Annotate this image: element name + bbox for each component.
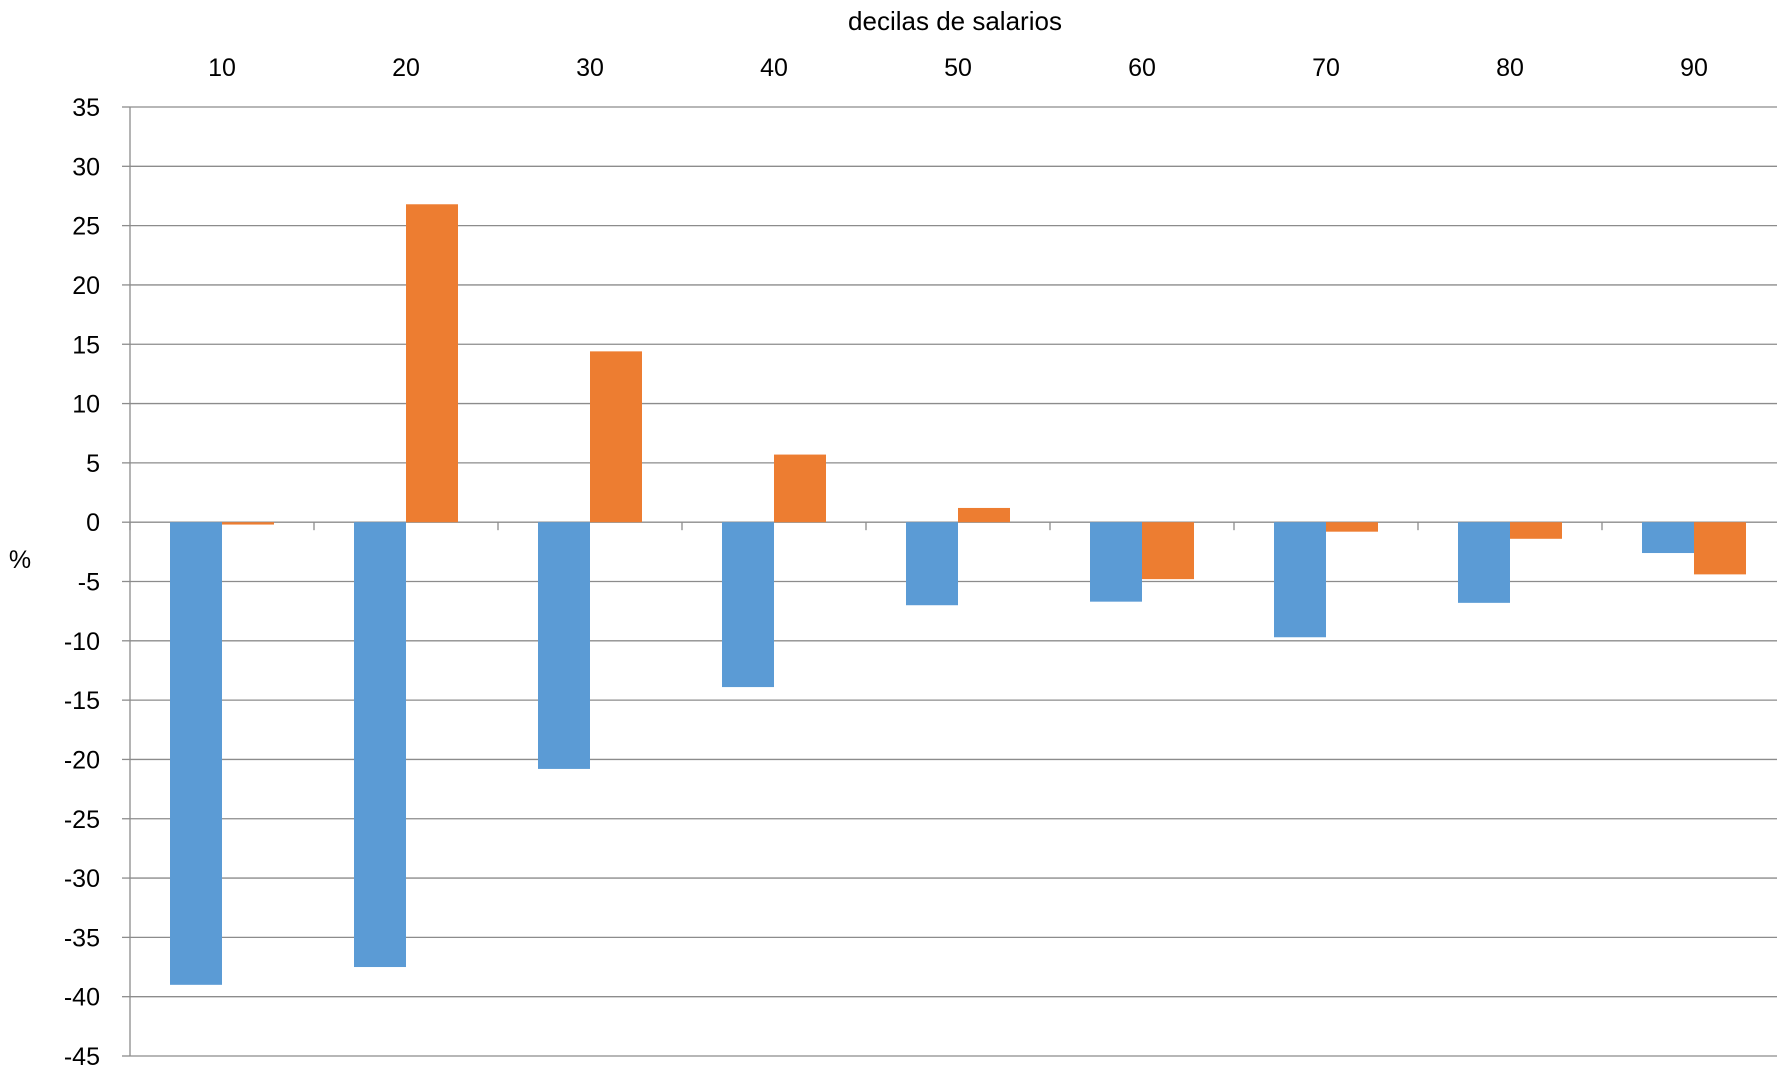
bar: [1326, 522, 1378, 532]
y-tick-label: -15: [64, 687, 100, 715]
y-tick-label: -40: [64, 984, 100, 1012]
axes: [122, 106, 1603, 1057]
y-tick-label: 10: [72, 391, 100, 419]
y-tick-label: 25: [72, 213, 100, 241]
x-tick-label: 30: [576, 54, 604, 82]
bar: [538, 522, 590, 769]
x-tick-label: 50: [944, 54, 972, 82]
y-tick-label: -30: [64, 865, 100, 893]
x-tick-label: 90: [1680, 54, 1708, 82]
y-tick-label: 15: [72, 331, 100, 359]
x-tick-label: 40: [760, 54, 788, 82]
bar: [1142, 522, 1194, 580]
x-tick-label: 80: [1496, 54, 1524, 82]
bar: [1090, 522, 1142, 602]
x-tick-label: 10: [208, 54, 236, 82]
bar: [774, 454, 826, 523]
y-tick-label: -45: [64, 1043, 100, 1065]
x-tick-labels: 10 20 30 40 50 60 70 80 90: [208, 54, 1708, 82]
x-axis-title: decilas de salarios: [848, 6, 1062, 36]
y-tick-label: 5: [86, 450, 100, 478]
y-tick-label: -10: [64, 628, 100, 656]
bar: [958, 507, 1010, 523]
bar: [354, 522, 406, 968]
bar: [406, 204, 458, 523]
y-tick-label: -20: [64, 746, 100, 774]
bar: [1694, 522, 1746, 575]
bar: [1274, 522, 1326, 638]
y-axis-unit-label: %: [9, 546, 31, 574]
bar: [1458, 522, 1510, 603]
bar: [222, 522, 274, 525]
bar: [906, 522, 958, 606]
bar: [722, 522, 774, 688]
y-tick-label: 0: [86, 509, 100, 537]
y-tick-label: 30: [72, 153, 100, 181]
bars: [170, 204, 1746, 985]
bar: [1642, 522, 1694, 554]
x-tick-label: 70: [1312, 54, 1340, 82]
y-tick-label: 35: [72, 94, 100, 122]
bar: [1510, 522, 1562, 539]
y-tick-label: -5: [78, 569, 100, 597]
y-tick-label: -25: [64, 806, 100, 834]
y-tick-label: -35: [64, 924, 100, 952]
bar: [170, 522, 222, 985]
y-tick-labels: 35 30 25 20 15 10 5 0 -5 -10 -15 -20 -25 -30 -35 -40 -45: [64, 94, 100, 1065]
y-tick-label: 20: [72, 272, 100, 300]
x-tick-label: 20: [392, 54, 420, 82]
bar: [590, 351, 642, 523]
x-tick-label: 60: [1128, 54, 1156, 82]
